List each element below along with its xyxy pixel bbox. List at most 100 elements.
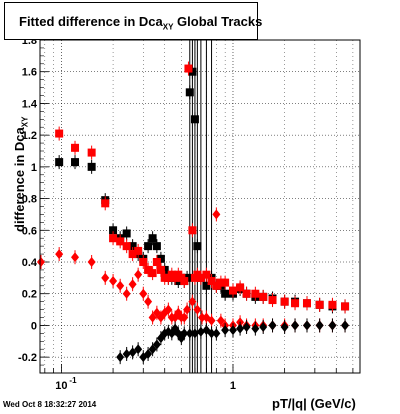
data-point [198,312,207,323]
x-tick-label: 10 [55,380,67,392]
data-point [221,278,230,287]
timestamp: Wed Oct 8 18:32:27 2014 [3,400,97,409]
plot-frame [39,39,361,374]
y-tick-label: 1.4 [22,98,38,110]
data-point [291,320,300,331]
data-point [221,325,230,336]
data-point [134,344,143,355]
x-tick-label: 1 [230,380,236,392]
y-tick-label: 0.6 [22,225,37,237]
x-tick-exponent: -1 [69,376,77,385]
data-point [183,304,192,315]
data-point [207,315,216,326]
data-point [202,270,211,279]
data-point [71,143,80,152]
data-point [228,325,237,336]
data-point [207,277,216,286]
data-point [109,226,118,235]
data-point [122,288,131,299]
data-point [156,265,165,274]
data-point [188,226,197,235]
data-point [109,234,118,243]
data-point [202,281,211,290]
data-point [193,242,202,251]
data-point [152,258,161,266]
data-point [128,279,137,290]
data-point [134,269,143,280]
data-point [302,299,311,308]
y-tick-label: 1.2 [22,130,37,142]
data-point [207,328,216,339]
data-point [221,289,230,298]
y-tick-label: 0.4 [22,257,38,269]
data-point [268,320,277,331]
data-point [236,283,245,292]
data-point [242,289,251,298]
chart-title-box: Fitted difference in DcaXY Global Tracks [4,2,262,40]
data-point [190,115,199,124]
data-point [128,347,137,358]
data-point [236,323,245,334]
data-point [122,242,131,251]
data-point [212,328,221,339]
data-point [188,296,197,307]
data-point [280,297,289,306]
data-point [291,299,300,308]
data-point [139,258,148,266]
y-tick-label: 0.8 [22,194,37,206]
data-point [193,304,202,315]
data-point [148,234,157,243]
y-tick-label: 0.2 [22,289,37,301]
data-point [134,246,143,255]
data-point [71,158,80,167]
data-point [259,292,268,301]
data-point [148,344,157,355]
y-axis-label: difference in DcaXY [12,116,30,232]
data-point [55,129,64,138]
data-point [341,320,350,331]
data-point [128,250,137,259]
x-axis-label: pT/|q| (GeV/c) [272,396,356,411]
data-point [101,272,110,283]
data-point [55,249,64,260]
data-point [268,296,277,305]
data-point [216,315,225,326]
data-point [212,281,221,290]
data-point [152,339,161,350]
data-point [302,320,311,331]
data-point [242,322,251,333]
data-point [251,289,260,298]
data-point [228,286,237,295]
data-point [185,88,194,97]
data-point [116,237,125,246]
data-point [148,269,157,278]
data-point [116,280,125,291]
data-point [216,278,225,287]
data-point [156,254,165,263]
data-point [315,300,324,309]
data-point [259,322,268,333]
data-point [148,312,157,323]
data-point [180,277,189,286]
data-point [152,242,161,251]
data-point [116,352,125,363]
y-tick-label: 0 [31,320,37,332]
data-point [144,242,153,251]
data-point [87,162,96,171]
data-point [164,304,173,315]
data-point [122,348,131,359]
data-point [87,148,96,157]
data-point [109,276,118,287]
data-point [122,229,131,238]
data-point [101,199,110,208]
data-point [190,328,199,339]
data-point [185,328,194,339]
y-tick-label: 1.6 [22,67,37,79]
data-point [139,288,148,299]
data-point [328,320,337,331]
y-tick-label: -0.2 [18,352,37,364]
data-point [144,265,153,274]
data-point [251,323,260,334]
data-point [196,273,205,282]
